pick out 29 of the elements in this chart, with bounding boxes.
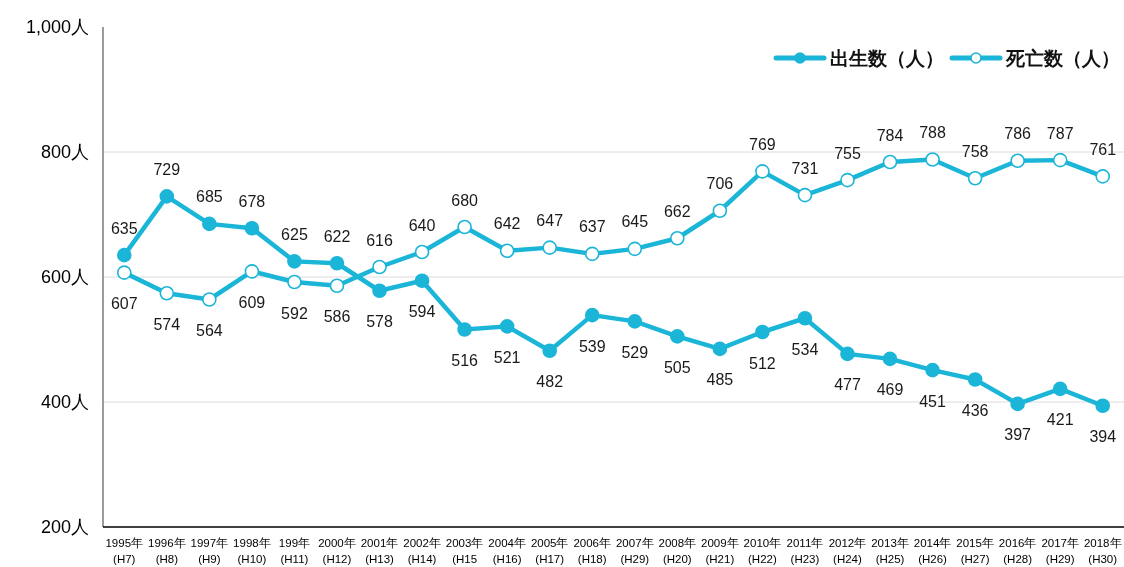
ytick-label: 400人 <box>40 392 89 412</box>
xtick-label: 2005年 (H17) <box>530 537 569 565</box>
xtick-label: 199年 (H11) <box>278 537 311 565</box>
ytick-label: 600人 <box>40 267 89 287</box>
xtick-label: 2015年 (H27) <box>956 537 994 565</box>
xtick-label: 2017年 (H29) <box>1041 537 1079 565</box>
xtick-label: 2000年 (H12) <box>318 537 356 565</box>
xtick-label: 2014年 (H26) <box>913 537 952 565</box>
xtick-label: 2001年 (H13) <box>360 537 399 565</box>
xtick-label: 2016年 (H28) <box>998 537 1037 565</box>
xtick-label: 1997年 (H9) <box>190 537 229 565</box>
xtick-label: 2004年 (H16) <box>488 537 526 565</box>
xtick-label: 1996年 (H8) <box>148 537 186 565</box>
xtick-label: 2011年 (H23) <box>786 537 824 565</box>
xtick-label: 2008年 (H20) <box>658 537 697 565</box>
xtick-label: 2009年 (H21) <box>701 537 739 565</box>
xtick-label: 2010年 (H22) <box>743 537 782 565</box>
ytick-label: 800人 <box>40 142 89 162</box>
xtick-label: 2013年 (H25) <box>871 537 909 565</box>
xtick-label: 2002年 (H14) <box>403 537 441 565</box>
xtick-label: 2007年 (H29) <box>615 537 654 565</box>
xtick-label: 2018年 (H30) <box>1083 537 1122 565</box>
xtick-label: 1998年 (H10) <box>233 537 271 565</box>
ytick-label: 200人 <box>40 517 89 537</box>
xtick-label: 2012年 (H24) <box>828 537 867 565</box>
xtick-label: 2006年 (H18) <box>573 537 612 565</box>
ytick-label: 1,000人 <box>25 17 89 37</box>
xtick-label: 1995年 (H7) <box>105 537 144 565</box>
xtick-label: 2003年 (H15 <box>445 537 484 565</box>
